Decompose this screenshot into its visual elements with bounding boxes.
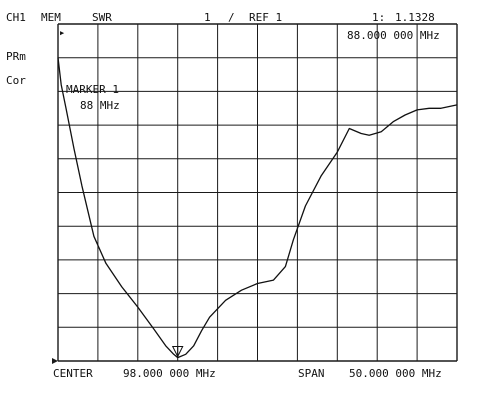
span-frequency: 50.000 000 MHz <box>349 367 442 380</box>
channel-label: CH1 <box>6 11 26 24</box>
plot-grid <box>52 23 458 364</box>
reference-label: REF 1 <box>249 11 283 24</box>
correction-label: Cor <box>6 74 26 87</box>
span-label: SPAN <box>298 367 325 380</box>
marker-value-readout: 1.1328 <box>395 11 435 24</box>
marker-frequency-readout: 88.000 000 MHz <box>347 29 440 42</box>
swr-trace-line <box>57 57 458 359</box>
memory-label: MEM <box>41 11 61 24</box>
trace-layer <box>57 57 458 359</box>
marker-box-title: MARKER 1 <box>66 83 119 96</box>
reference-position-arrow <box>52 358 58 364</box>
top-left-marker-icon: ▶ <box>60 29 65 37</box>
format-label: SWR <box>92 11 112 24</box>
scale-div-label: 1 <box>204 11 211 24</box>
marker-box-frequency: 88 MHz <box>80 99 120 112</box>
scale-slash: / <box>228 11 235 24</box>
parameter-label: PRm <box>6 50 26 63</box>
marker-number-label: 1: <box>372 11 386 24</box>
center-frequency: 98.000 000 MHz <box>123 367 216 380</box>
marker-layer: ▶ <box>60 29 184 358</box>
center-label: CENTER <box>53 367 93 380</box>
